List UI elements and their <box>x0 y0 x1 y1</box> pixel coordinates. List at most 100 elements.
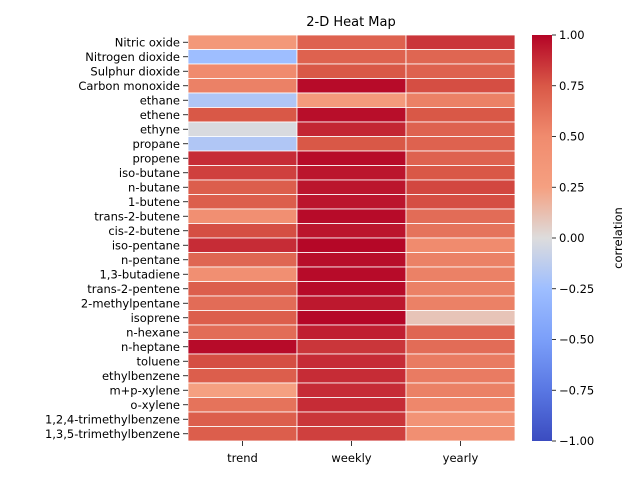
heatmap-cell <box>405 295 516 311</box>
heatmap-cell <box>296 281 407 297</box>
heatmap-cell <box>187 179 298 195</box>
heatmap-cell <box>187 136 298 152</box>
row-label: toluene <box>137 354 180 368</box>
heatmap-cell <box>296 63 407 79</box>
heatmap-cell <box>187 223 298 239</box>
heatmap-cell <box>296 339 407 355</box>
heatmap-cell <box>405 426 516 442</box>
heatmap-cell <box>187 150 298 166</box>
row-label: 1,3-butadiene <box>99 267 180 281</box>
heatmap-cell <box>405 223 516 239</box>
row-label: Carbon monoxide <box>78 79 180 93</box>
heatmap-cell <box>296 397 407 413</box>
row-label: iso-butane <box>119 166 180 180</box>
heatmap-cell <box>405 252 516 268</box>
colorbar-tick-label: 0.50 <box>559 130 585 144</box>
heatmap-cell <box>405 368 516 384</box>
row-label: Nitric oxide <box>115 35 180 49</box>
row-label: 1,2,4-trimethylbenzene <box>45 412 180 426</box>
colorbar-tick-label: −0.75 <box>559 383 594 397</box>
heatmap-cell <box>187 34 298 50</box>
heatmap-cell <box>405 281 516 297</box>
heatmap-cell <box>405 324 516 340</box>
row-label: Sulphur dioxide <box>90 64 180 78</box>
heatmap-cell <box>296 382 407 398</box>
heatmap-cell <box>296 237 407 253</box>
column-labels: trend weekly yearly <box>227 441 479 465</box>
heatmap-cell <box>187 107 298 123</box>
heatmap-cell <box>187 368 298 384</box>
colorbar-tick-label: 0.75 <box>559 79 585 93</box>
row-label: propene <box>132 151 180 165</box>
heatmap-cell <box>296 411 407 427</box>
heatmap-cell <box>187 49 298 65</box>
heatmap-cell <box>405 411 516 427</box>
heatmap-cell <box>296 49 407 65</box>
heatmap-cell <box>405 63 516 79</box>
chart-title: 2-D Heat Map <box>306 15 396 30</box>
heatmap-cell <box>296 266 407 282</box>
heatmap-cell <box>296 150 407 166</box>
row-label: trans-2-pentene <box>87 282 180 296</box>
heatmap-cell <box>405 92 516 108</box>
heatmap-cell <box>296 252 407 268</box>
colorbar-tick-label: 0.25 <box>559 180 585 194</box>
heatmap-cell <box>405 165 516 181</box>
heatmap-cell <box>296 368 407 384</box>
heatmap-cell <box>296 78 407 94</box>
heatmap-cell <box>405 136 516 152</box>
heatmap-cell <box>296 34 407 50</box>
heatmap-cell <box>405 397 516 413</box>
row-label: cis-2-butene <box>108 224 180 238</box>
colorbar-tick-label: −1.00 <box>559 434 594 448</box>
heatmap-cell <box>405 179 516 195</box>
heatmap-cell <box>405 208 516 224</box>
row-label: 1-butene <box>128 195 180 209</box>
heatmap-cell <box>405 107 516 123</box>
heatmap-cell <box>187 252 298 268</box>
heatmap-cell <box>187 310 298 326</box>
row-label: n-hexane <box>126 325 180 339</box>
heatmap-cell <box>296 165 407 181</box>
heatmap-cell <box>187 78 298 94</box>
heatmap-cell <box>187 121 298 137</box>
colorbar-tick-label: 0.00 <box>559 231 585 245</box>
heatmap-cell <box>187 281 298 297</box>
row-label: 1,3,5-trimethylbenzene <box>45 427 180 441</box>
heatmap-cell <box>187 426 298 442</box>
row-label: 2-methylpentane <box>81 296 180 310</box>
row-label: Nitrogen dioxide <box>85 50 180 64</box>
row-label: n-pentane <box>121 253 180 267</box>
heatmap-cell <box>296 121 407 137</box>
heatmap-cell <box>405 78 516 94</box>
colorbar-tick-label: −0.25 <box>559 282 594 296</box>
heatmap-cell <box>296 194 407 210</box>
heatmap-cell <box>187 411 298 427</box>
heatmap-cell <box>187 295 298 311</box>
column-label: weekly <box>331 451 371 465</box>
heatmap-cell <box>187 324 298 340</box>
heatmap-cell <box>187 382 298 398</box>
heatmap-cell <box>187 63 298 79</box>
row-label: ethylbenzene <box>102 369 180 383</box>
heatmap-cell <box>296 324 407 340</box>
heatmap-cell <box>187 397 298 413</box>
heatmap-cell <box>296 295 407 311</box>
heatmap-cell <box>405 310 516 326</box>
heatmap-cell <box>405 353 516 369</box>
heatmap-cell <box>187 237 298 253</box>
row-label: trans-2-butene <box>94 209 180 223</box>
colorbar-tick-label: 1.00 <box>559 28 585 42</box>
heatmap-cell <box>405 382 516 398</box>
row-label: m+p-xylene <box>109 383 180 397</box>
heatmap-cell <box>187 165 298 181</box>
heatmap-cell <box>405 266 516 282</box>
heatmap-cell <box>296 353 407 369</box>
heatmap-cell <box>187 339 298 355</box>
row-label: isoprene <box>131 311 180 325</box>
column-label: yearly <box>443 451 479 465</box>
heatmap-cell <box>405 194 516 210</box>
row-label: n-butane <box>128 180 180 194</box>
